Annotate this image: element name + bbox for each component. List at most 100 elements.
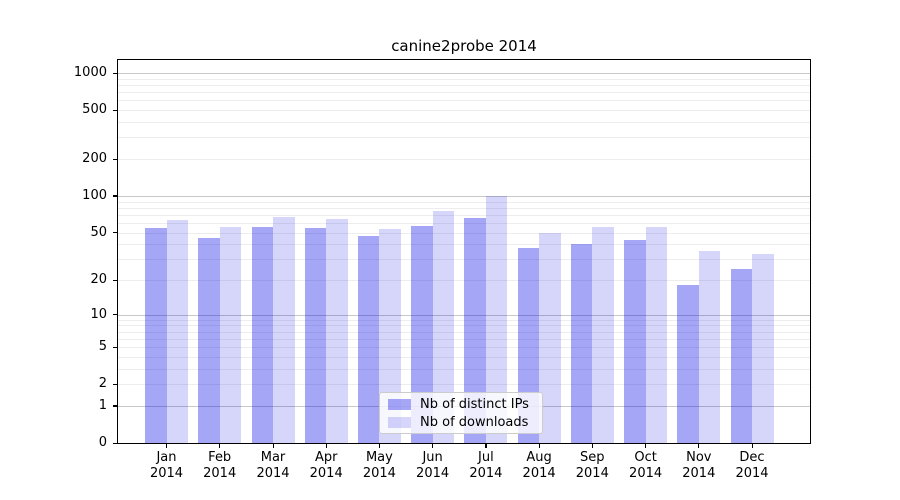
- x-tick-label: Jan 2014: [140, 450, 194, 482]
- x-tick-label: Apr 2014: [299, 450, 353, 482]
- y-tick-mark: [113, 279, 118, 281]
- x-tick-label: Sep 2014: [565, 450, 619, 482]
- x-tick-label-line: Apr: [314, 450, 338, 465]
- major-gridline: [118, 73, 810, 74]
- minor-gridline: [118, 232, 810, 234]
- x-tick-label: Jun 2014: [406, 450, 460, 482]
- minor-gridline: [118, 137, 810, 139]
- bar-nb-of-downloads-may-2014: [379, 229, 401, 443]
- x-tick-label: Mar 2014: [246, 450, 300, 482]
- minor-gridline: [118, 280, 810, 281]
- minor-gridline: [118, 122, 810, 123]
- y-tick-label: 1: [98, 397, 107, 413]
- y-tick-label: 100: [82, 187, 107, 203]
- x-tick-mark: [378, 444, 381, 448]
- bar-nb-of-downloads-dec-2014: [752, 254, 774, 443]
- x-tick-label-line: Jun: [422, 450, 443, 465]
- bar-nb-of-downloads-jul-2014: [485, 195, 508, 443]
- bar-nb-of-downloads-nov-2014: [698, 251, 721, 443]
- minor-gridline: [118, 325, 810, 327]
- legend-swatch-distinct-ips: [388, 398, 411, 410]
- bar-nb-of-distinct-ips-dec-2014: [730, 268, 752, 443]
- bar-nb-of-distinct-ips-apr-2014: [304, 228, 327, 443]
- y-tick-mark: [113, 109, 118, 111]
- x-tick-label-line: Nov: [686, 450, 712, 465]
- y-tick-mark: [113, 232, 118, 234]
- y-tick-mark: [113, 442, 118, 444]
- x-tick-label-line: 2014: [629, 466, 663, 481]
- y-tick-label: 2: [98, 376, 107, 392]
- x-tick-label-line: May: [365, 450, 393, 465]
- legend-label-downloads: Nb of downloads: [420, 414, 529, 430]
- major-gridline: [118, 195, 810, 197]
- x-tick-label-line: Jul: [478, 450, 494, 465]
- y-tick-mark: [113, 383, 118, 385]
- bar-nb-of-distinct-ips-sep-2014: [570, 244, 593, 443]
- minor-gridline: [118, 201, 810, 203]
- minor-gridline: [118, 92, 810, 94]
- x-tick-label-line: Feb: [208, 450, 232, 465]
- x-tick-mark: [591, 444, 593, 448]
- minor-gridline: [118, 100, 810, 102]
- y-tick-label: 200: [82, 151, 107, 166]
- x-tick-label-line: 2014: [522, 466, 556, 481]
- y-tick-mark: [113, 405, 118, 407]
- minor-gridline: [118, 207, 810, 209]
- x-tick-label-line: Oct: [634, 450, 657, 465]
- x-tick-label-line: 2014: [203, 466, 237, 481]
- bar-nb-of-downloads-sep-2014: [592, 227, 614, 443]
- x-tick-mark: [751, 444, 753, 448]
- x-tick-mark: [325, 444, 327, 448]
- legend-swatch-downloads: [388, 416, 411, 428]
- x-tick-label-line: Mar: [260, 450, 286, 465]
- x-tick-label-line: 2014: [682, 466, 716, 481]
- legend-label-distinct-ips: Nb of distinct IPs: [420, 396, 529, 412]
- bar-nb-of-distinct-ips-feb-2014: [198, 238, 220, 443]
- minor-gridline: [118, 159, 810, 160]
- x-tick-mark: [485, 444, 487, 448]
- x-tick-label-line: 2014: [735, 466, 769, 481]
- x-tick-label: Feb 2014: [193, 450, 247, 482]
- minor-gridline: [118, 214, 810, 216]
- bar-nb-of-downloads-oct-2014: [645, 226, 668, 443]
- x-tick-label: Nov 2014: [672, 450, 726, 482]
- minor-gridline: [118, 244, 810, 246]
- x-tick-mark: [219, 444, 221, 448]
- minor-gridline: [118, 319, 810, 321]
- x-tick-mark: [432, 444, 434, 448]
- legend: Nb of distinct IPs Nb of downloads: [379, 392, 543, 434]
- bar-nb-of-downloads-feb-2014: [219, 227, 242, 443]
- x-tick-label: Oct 2014: [619, 450, 673, 482]
- y-tick-mark: [113, 195, 118, 197]
- y-tick-label: 20: [90, 272, 107, 287]
- x-tick-label-line: Jan: [156, 450, 177, 465]
- y-tick-mark: [113, 158, 118, 160]
- bar-nb-of-distinct-ips-jul-2014: [464, 217, 486, 443]
- bar-nb-of-distinct-ips-may-2014: [357, 235, 380, 443]
- major-gridline: [118, 314, 810, 316]
- x-tick-label-line: Sep: [580, 450, 605, 465]
- bar-nb-of-downloads-mar-2014: [273, 217, 295, 443]
- bar-nb-of-downloads-apr-2014: [326, 218, 348, 443]
- plot-area: [118, 60, 810, 443]
- y-tick-label: 500: [82, 102, 107, 118]
- minor-gridline: [118, 338, 810, 340]
- minor-gridline: [118, 85, 810, 86]
- x-tick-mark: [698, 444, 700, 448]
- bar-nb-of-distinct-ips-mar-2014: [251, 226, 273, 443]
- x-tick-label-line: 2014: [469, 466, 503, 481]
- x-tick-label-line: 2014: [362, 466, 396, 481]
- y-tick-mark: [113, 72, 118, 74]
- legend-item-downloads: Nb of downloads: [388, 415, 542, 430]
- x-tick-label-line: 2014: [309, 466, 343, 481]
- x-tick-label-line: 2014: [256, 466, 290, 481]
- x-tick-label: Jul 2014: [459, 450, 513, 482]
- y-tick-label: 0: [98, 435, 107, 450]
- x-tick-mark: [272, 444, 274, 448]
- x-tick-label-line: Aug: [526, 450, 552, 465]
- x-tick-label-line: 2014: [575, 466, 609, 481]
- x-tick-label: May 2014: [352, 450, 406, 482]
- bar-nb-of-downloads-jan-2014: [166, 220, 188, 443]
- minor-gridline: [118, 222, 810, 224]
